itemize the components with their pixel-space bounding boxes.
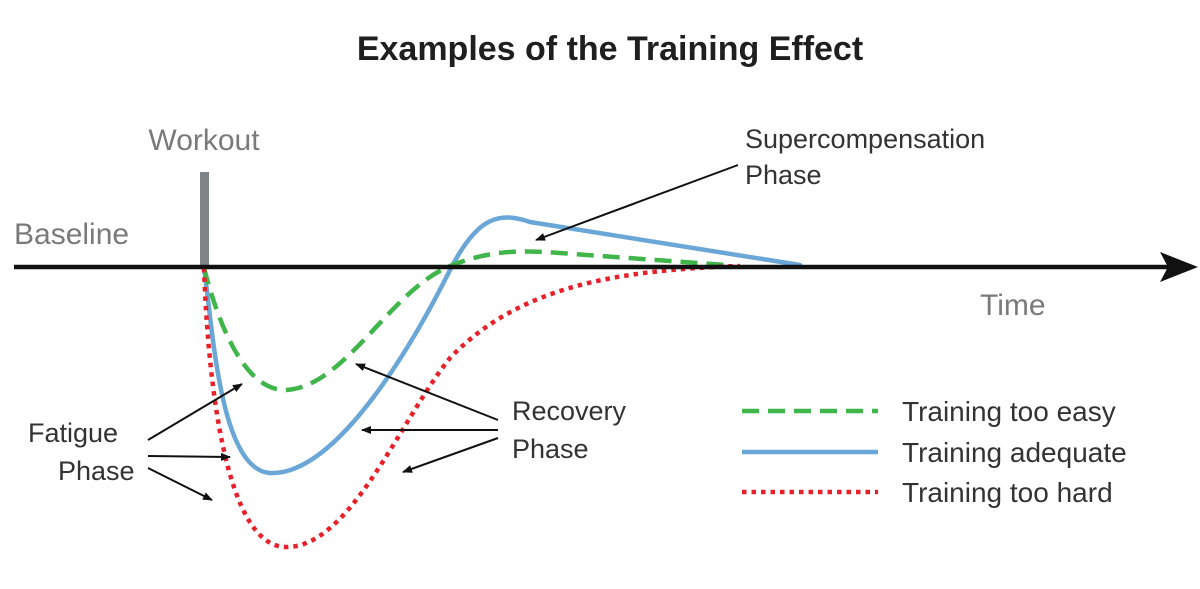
curve-training-too-hard xyxy=(201,263,741,550)
recovery-arrow-easy xyxy=(355,363,499,421)
fatigue-arrow-adequate xyxy=(147,452,231,461)
supercompensation-label-line1: Supercompensation xyxy=(745,124,985,154)
supercompensation-label-line2: Phase xyxy=(745,160,822,190)
curve-training-adequate xyxy=(201,215,803,476)
fatigue-arrow-easy xyxy=(147,383,243,441)
recovery-label-line2: Phase xyxy=(512,434,589,464)
curve-training-too-easy xyxy=(201,249,726,393)
recovery-arrow-hard xyxy=(402,437,499,473)
diagram-title: Examples of the Training Effect xyxy=(357,30,863,68)
fatigue-arrow-hard xyxy=(147,467,213,501)
legend-label-too-easy: Training too easy xyxy=(902,396,1116,427)
supercompensation-arrow xyxy=(535,164,739,241)
baseline-label: Baseline xyxy=(14,218,129,251)
recovery-label-line1: Recovery xyxy=(512,396,627,426)
workout-bar xyxy=(200,172,209,268)
legend-label-adequate: Training adequate xyxy=(902,437,1127,468)
fatigue-label-line2: Phase xyxy=(58,456,135,486)
legend-label-too-hard: Training too hard xyxy=(902,477,1113,508)
workout-label: Workout xyxy=(148,124,260,157)
time-label: Time xyxy=(980,289,1046,322)
legend: Training too easy Training adequate Trai… xyxy=(742,396,1127,508)
fatigue-label-line1: Fatigue xyxy=(28,418,118,448)
time-axis-arrowhead xyxy=(1160,252,1198,282)
